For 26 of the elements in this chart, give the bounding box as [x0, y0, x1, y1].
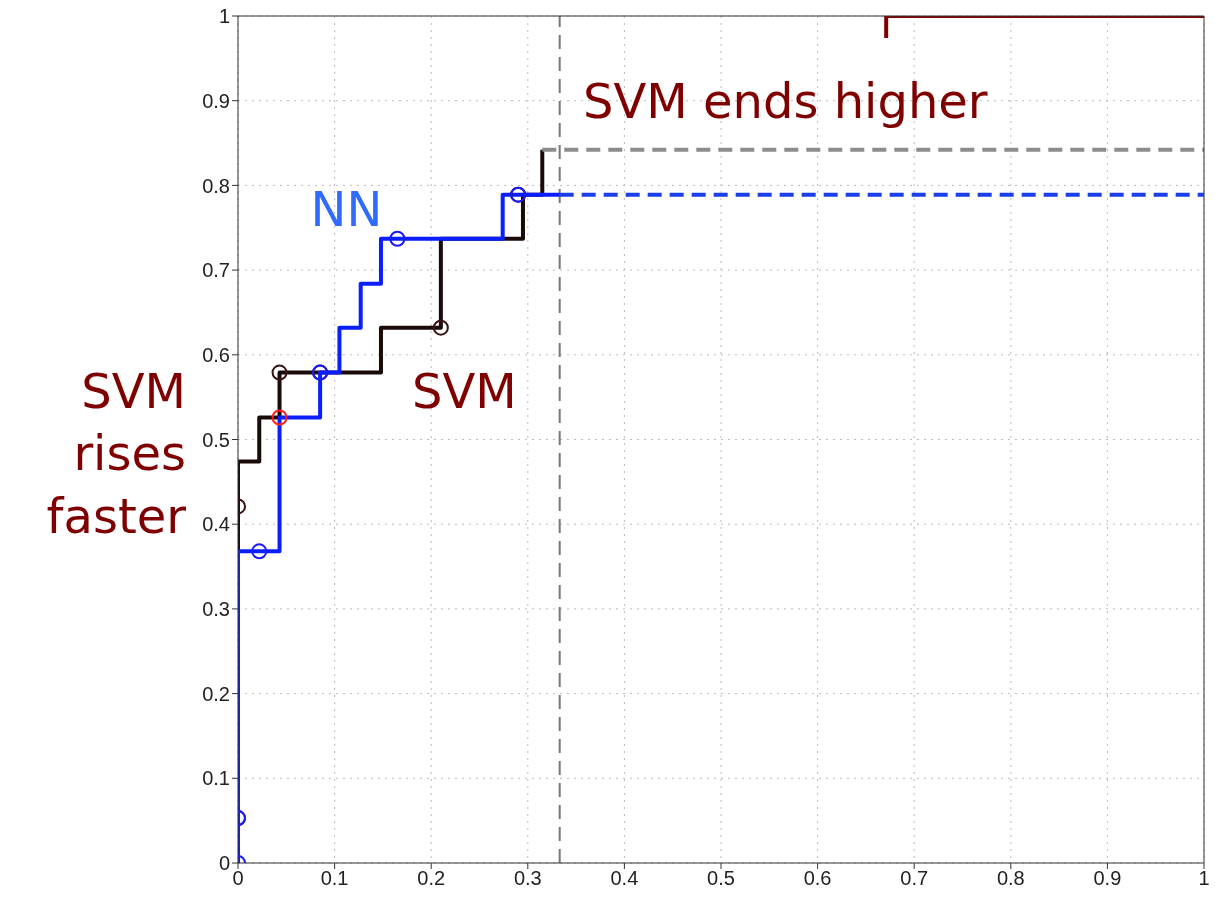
y-tick-label: 0.7 [202, 259, 230, 282]
x-tick-label: 0.9 [1093, 867, 1122, 890]
y-tick-label: 0.3 [202, 598, 230, 620]
x-tick-label: 0.6 [803, 867, 832, 890]
x-tick-label: 0.4 [610, 867, 639, 890]
x-tick-label: 0.5 [707, 867, 735, 890]
y-tick-label: 0.6 [202, 343, 230, 366]
y-tick-label: 0.4 [202, 513, 230, 536]
y-tick-label: 0.9 [202, 89, 230, 112]
y-tick-label: 0.1 [202, 767, 230, 790]
x-tick-label: 0 [232, 867, 244, 890]
annotation: SVM ends higher [583, 72, 989, 131]
series-label: NN [310, 180, 383, 237]
series-label: SVM [412, 362, 517, 419]
y-tick-label: 1 [218, 5, 230, 28]
x-tick-label: 1 [1198, 867, 1210, 890]
y-tick-label: 0.8 [202, 174, 230, 197]
text: SVM rises faster [45, 362, 186, 546]
x-tick-label: 0.3 [513, 867, 542, 890]
x-tick-label: 0.1 [320, 867, 349, 890]
x-tick-label: 0.2 [417, 867, 446, 890]
y-tick-label: 0 [218, 852, 230, 875]
y-tick-label: 0.5 [202, 428, 230, 451]
x-tick-label: 0.8 [996, 867, 1025, 890]
x-tick-label: 0.7 [900, 867, 929, 890]
y-tick-label: 0.2 [202, 682, 230, 705]
